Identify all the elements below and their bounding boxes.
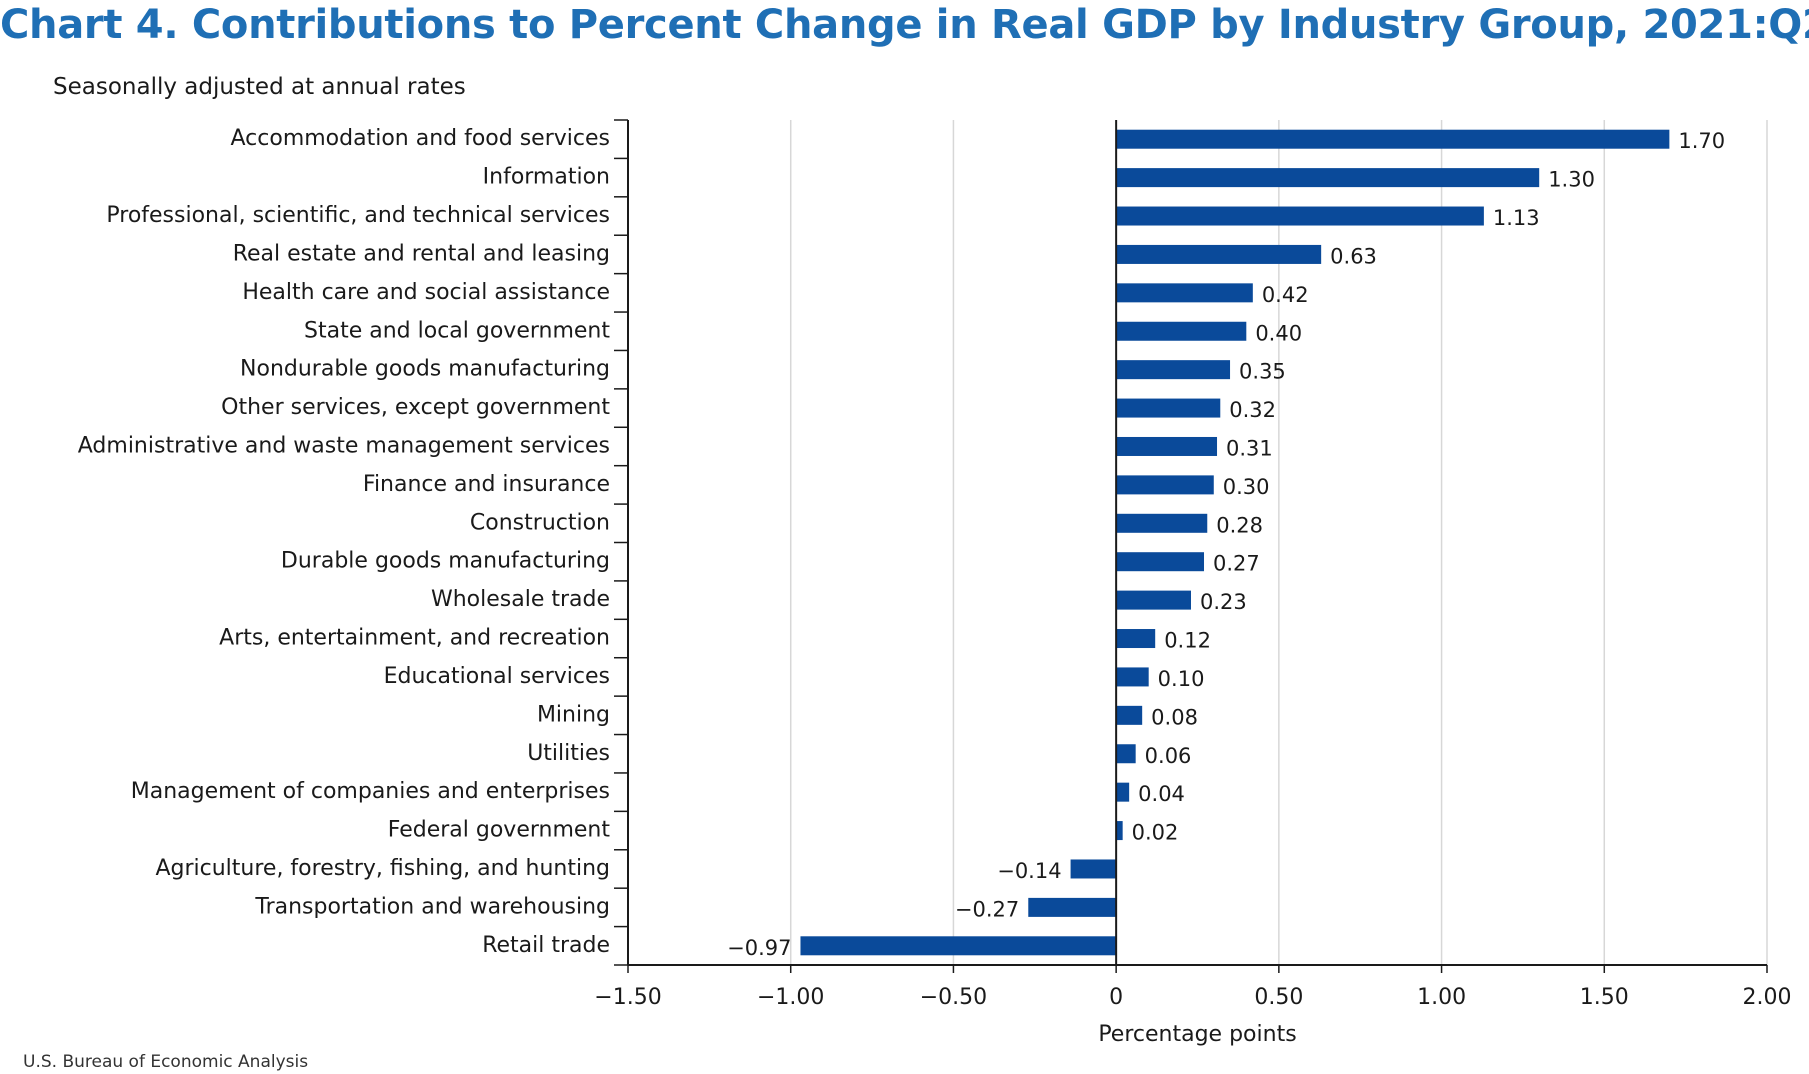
data-label: 0.28 [1216, 513, 1263, 537]
category-label: Educational services [384, 664, 610, 689]
bar [800, 936, 1117, 956]
data-label: 0.42 [1262, 283, 1309, 307]
bar [1116, 552, 1205, 572]
category-label: Arts, entertainment, and recreation [219, 626, 610, 651]
category-label: Agriculture, forestry, fishing, and hunt… [155, 856, 610, 881]
data-label: 1.70 [1678, 129, 1725, 153]
category-label: Real estate and rental and leasing [233, 241, 610, 266]
category-label: Transportation and warehousing [254, 894, 610, 919]
bar [1116, 821, 1123, 841]
category-label: Federal government [388, 818, 611, 843]
bar [1116, 744, 1136, 764]
x-tick-label: 0.50 [1254, 985, 1303, 1010]
chart-subtitle: Seasonally adjusted at annual rates [53, 74, 466, 100]
x-tick-label: 0 [1109, 985, 1123, 1010]
source-note: U.S. Bureau of Economic Analysis [23, 1052, 309, 1072]
data-label: 0.10 [1158, 667, 1205, 691]
category-label: Nondurable goods manufacturing [240, 357, 610, 382]
chart-title: Chart 4. Contributions to Percent Change… [0, 2, 1809, 48]
bar [1116, 436, 1218, 456]
bar [1116, 590, 1191, 610]
bar [1116, 244, 1322, 264]
bar [1116, 129, 1670, 149]
data-label: 0.30 [1223, 475, 1270, 499]
category-label: State and local government [304, 318, 610, 343]
bar [1116, 398, 1221, 418]
data-label: 0.63 [1330, 244, 1377, 268]
data-label: 0.31 [1226, 436, 1273, 460]
x-axis-title: Percentage points [1098, 1022, 1296, 1047]
bar [1116, 206, 1484, 226]
data-label: 1.13 [1493, 206, 1540, 230]
data-label: 0.27 [1213, 552, 1260, 576]
data-label: 0.40 [1255, 321, 1302, 345]
category-label: Durable goods manufacturing [281, 549, 610, 574]
bar [1116, 283, 1253, 303]
bar [1116, 705, 1143, 725]
x-tick-label: −1.50 [594, 985, 661, 1010]
data-label: −0.97 [727, 936, 791, 960]
data-label: −0.14 [997, 859, 1061, 883]
bar [1070, 859, 1117, 879]
bar [1116, 168, 1540, 188]
category-label: Professional, scientific, and technical … [106, 203, 610, 228]
category-label: Wholesale trade [431, 587, 610, 612]
category-label: Health care and social assistance [242, 280, 610, 305]
bar [1116, 629, 1156, 649]
data-label: 1.30 [1548, 168, 1595, 192]
x-tick-label: 1.00 [1417, 985, 1466, 1010]
data-label: 0.12 [1164, 629, 1211, 653]
x-tick-label: −0.50 [920, 985, 987, 1010]
bar [1116, 513, 1208, 533]
category-label: Mining [537, 702, 610, 727]
category-label: Administrative and waste management serv… [78, 433, 610, 458]
data-label: 0.23 [1200, 590, 1247, 614]
x-tick-label: 2.00 [1743, 985, 1792, 1010]
data-label: 0.32 [1229, 398, 1276, 422]
category-label: Information [483, 165, 610, 190]
category-label: Retail trade [482, 933, 610, 958]
data-label: 0.02 [1132, 821, 1179, 845]
x-tick-label: −1.00 [757, 985, 824, 1010]
bar [1116, 475, 1214, 495]
data-label: 0.06 [1145, 744, 1192, 768]
category-label: Accommodation and food services [231, 126, 611, 151]
category-label: Management of companies and enterprises [131, 779, 610, 804]
bar [1116, 667, 1149, 687]
bar [1028, 897, 1117, 917]
data-label: 0.08 [1151, 705, 1198, 729]
x-tick-label: 1.50 [1580, 985, 1629, 1010]
data-label: 0.35 [1239, 360, 1286, 384]
bar [1116, 321, 1247, 341]
bar [1116, 360, 1231, 380]
data-label: −0.27 [955, 897, 1019, 921]
category-label: Construction [470, 510, 610, 535]
category-label: Utilities [527, 741, 610, 766]
data-label: 0.04 [1138, 782, 1185, 806]
category-label: Other services, except government [221, 395, 610, 420]
category-label: Finance and insurance [363, 472, 610, 497]
bar [1116, 782, 1130, 802]
